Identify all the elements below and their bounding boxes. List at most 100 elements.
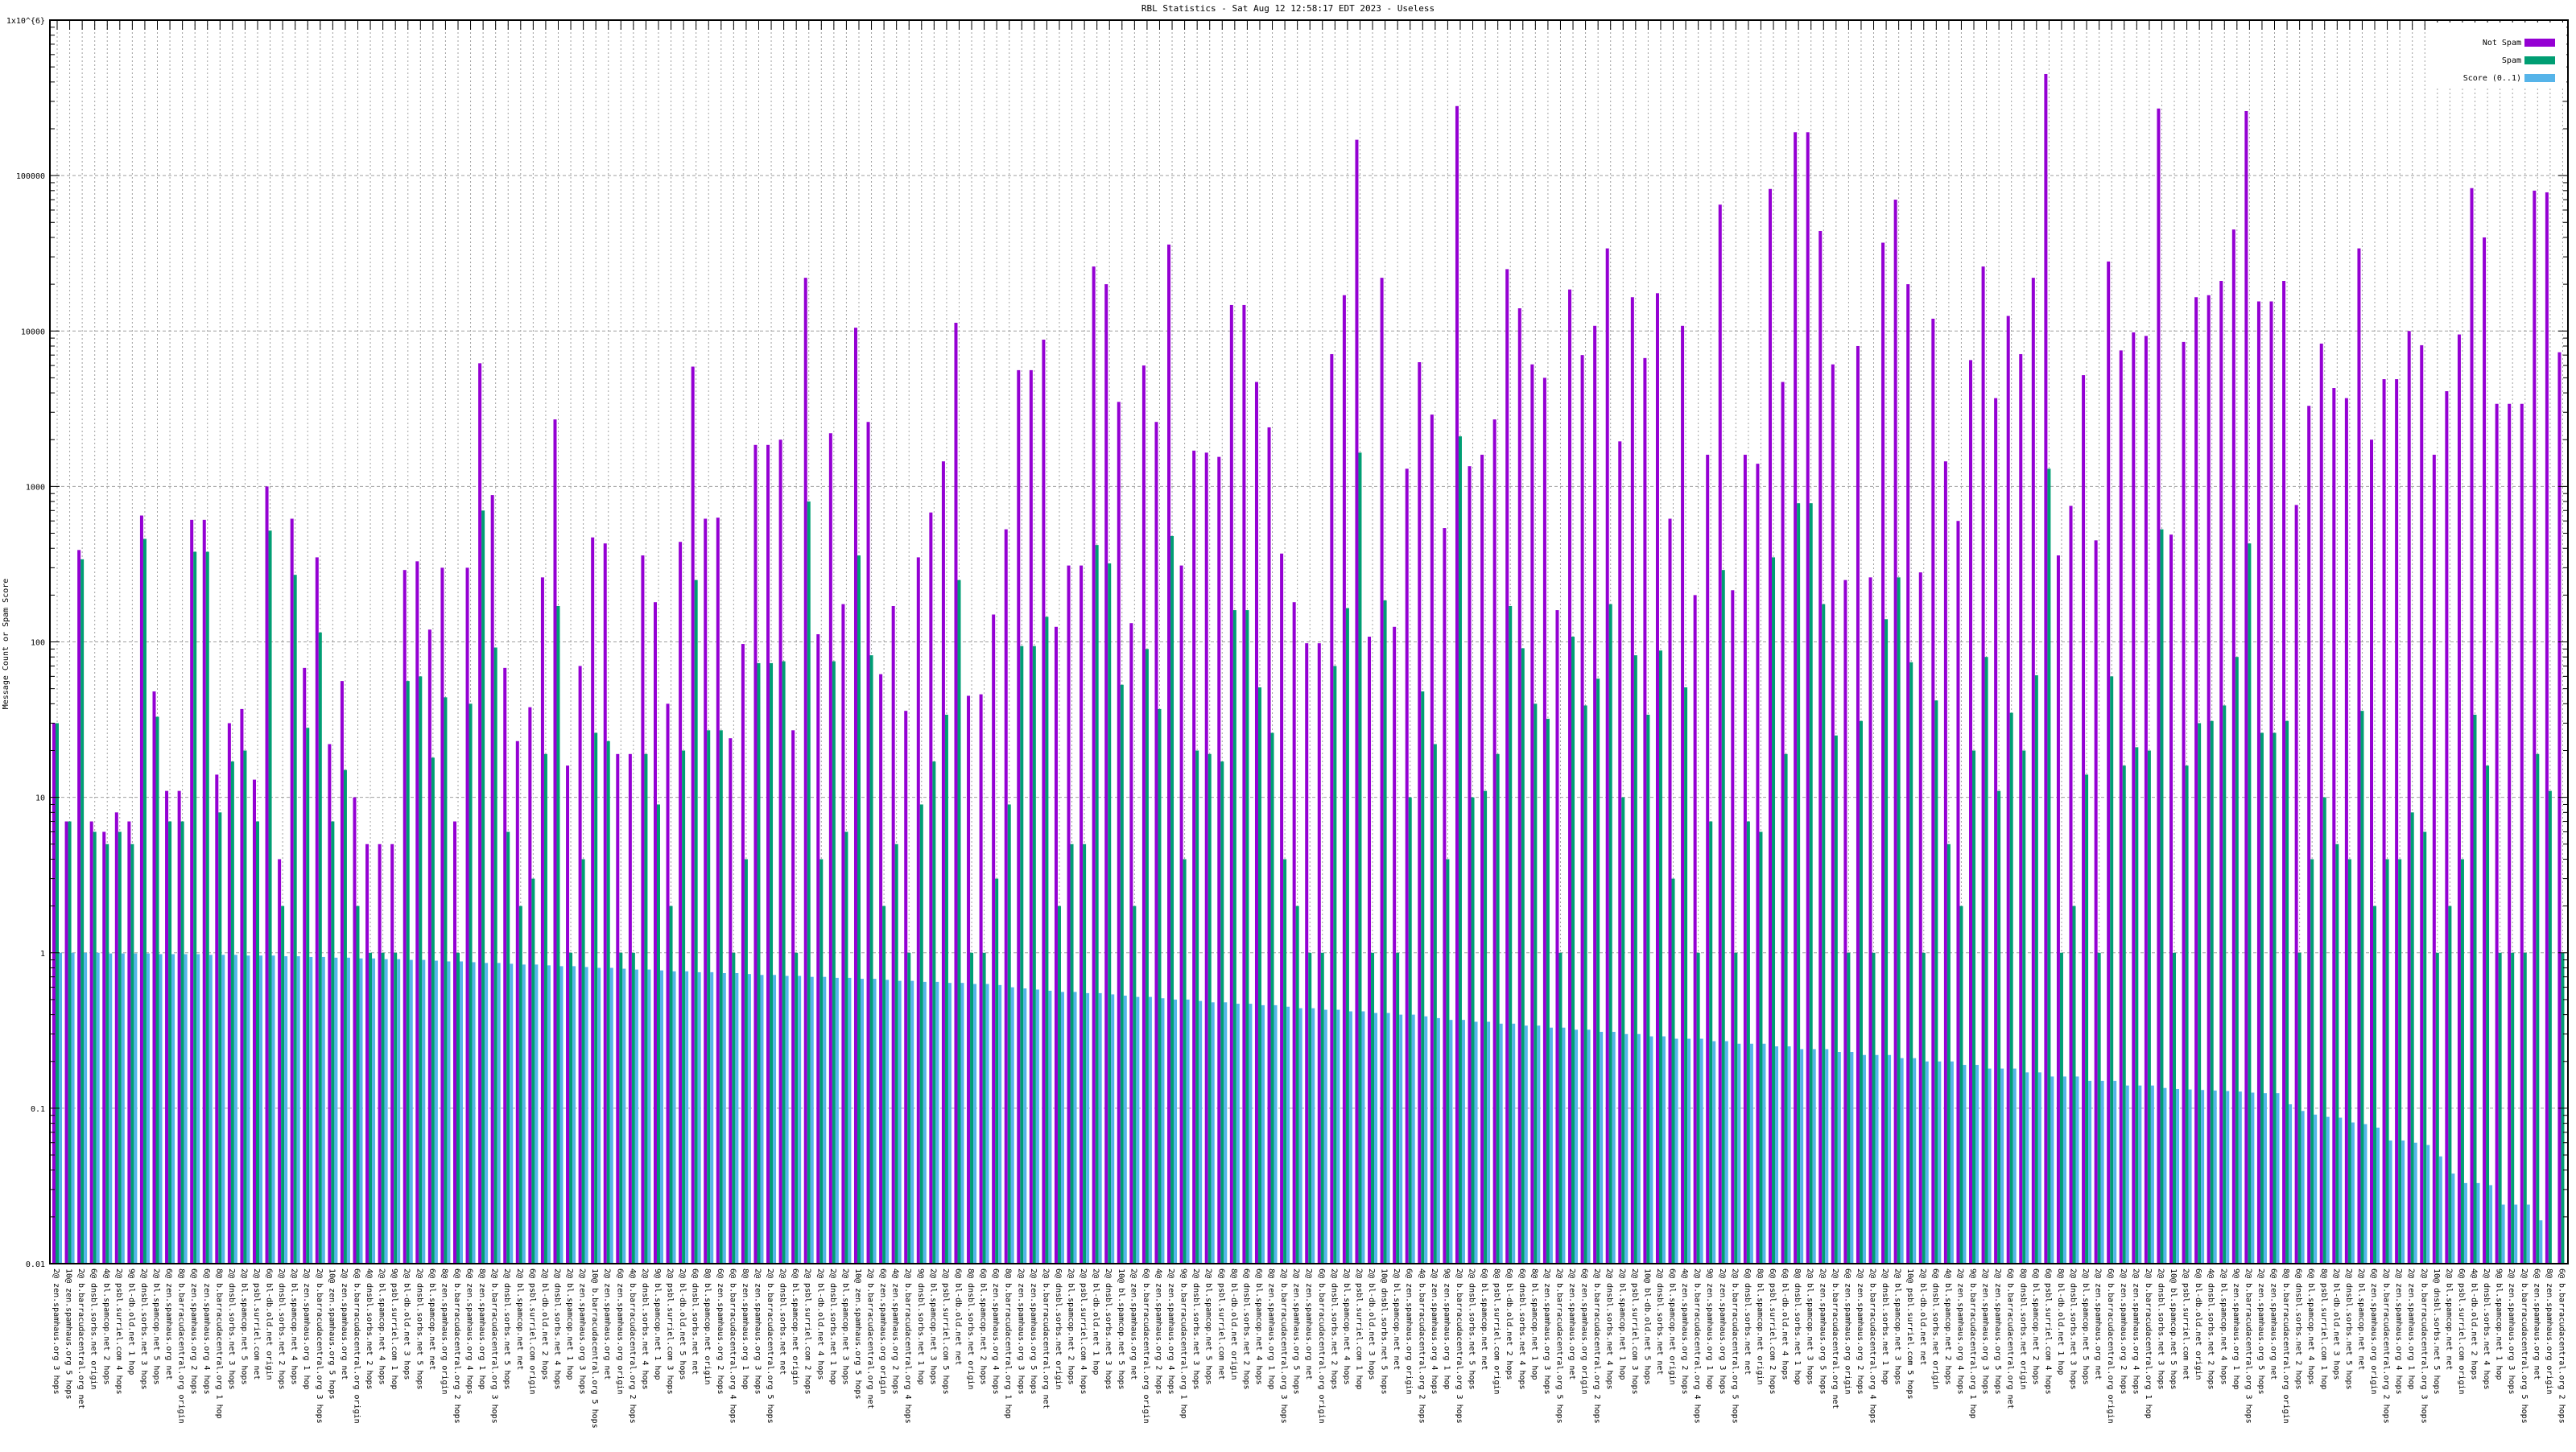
legend-swatch-score [2524, 74, 2555, 82]
bar-score [447, 961, 451, 1264]
x-tick-label: 6@ zen.spamhaus.org 2 hops [716, 1268, 724, 1395]
x-tick-label: 6@ zen.spamhaus.org origin [2369, 1268, 2378, 1395]
bar-spam [431, 757, 435, 1264]
x-tick-label: 9@ zen.spamhaus.org 1 hop [1442, 1268, 1451, 1390]
x-tick-label: 8@ b.barracudacentral.org origin [177, 1268, 186, 1424]
x-tick-label: 6@ bl.spamcop.net origin [791, 1268, 799, 1385]
x-tick-label: 8@ zen.spamhaus.org origin [440, 1268, 448, 1395]
bar-spam [2373, 905, 2377, 1264]
bar-not-spam [2244, 110, 2248, 1264]
bar-score [434, 960, 438, 1264]
bar-spam [832, 661, 836, 1264]
x-tick-label: 2@ zen.spamhaus.org 2 hops [1856, 1268, 1864, 1395]
bar-score [1724, 1041, 1728, 1264]
bar-not-spam [1443, 528, 1447, 1264]
bar-not-spam [452, 821, 456, 1264]
bar-spam [795, 952, 799, 1264]
x-tick-label: 6@ b.barracudacentral.org origin [1141, 1268, 1150, 1424]
bar-spam [2435, 952, 2439, 1264]
x-tick-label: 6@ psbl.surriel.com origin [2457, 1268, 2466, 1395]
x-tick-label: 8@ psbl.surriel.com origin [1492, 1268, 1501, 1395]
bar-spam [381, 952, 385, 1264]
bar-spam [1232, 610, 1236, 1264]
x-tick-label: 2@ dnsbl.sorbs.net 3 hops [227, 1268, 236, 1390]
x-tick-label: 4@ bl-db.old.net 2 hops [2470, 1268, 2479, 1380]
bar-score [747, 974, 751, 1264]
bar-spam [2235, 657, 2239, 1264]
bar-score [1749, 1043, 1753, 1264]
y-tick-label: 10000 [21, 328, 45, 336]
bar-not-spam [190, 519, 194, 1264]
bar-score [2088, 1080, 2092, 1264]
x-tick-label: 2@ zen.spamhaus.org 3 hops [1542, 1268, 1551, 1395]
x-tick-label: 4@ zen.spamhaus.org 2 hops [1680, 1268, 1689, 1395]
x-tick-label: 2@ zen.spamhaus.org 5 hops [2256, 1268, 2265, 1395]
bar-spam [757, 662, 761, 1264]
bar-score [773, 975, 777, 1264]
bar-not-spam [653, 602, 657, 1264]
bar-spam [2410, 812, 2414, 1264]
bar-not-spam [1117, 402, 1121, 1264]
bar-score [2326, 1116, 2330, 1264]
bar-score [547, 965, 551, 1264]
bar-score [1336, 1009, 1340, 1264]
x-tick-label: 2@ bl-db.old.net 3 hops [2331, 1268, 2340, 1380]
bar-not-spam [353, 797, 357, 1264]
bar-spam [456, 952, 460, 1264]
x-tick-label: 2@ bl-db.old.net 3 hops [402, 1268, 411, 1380]
bar-score [1575, 1029, 1579, 1264]
x-tick-label: 8@ b.barracudacentral.org 1 hop [1004, 1268, 1013, 1419]
x-tick-label: 9@ psbl.surriel.com 1 hop [390, 1268, 398, 1390]
bar-not-spam [2357, 248, 2361, 1264]
bar-not-spam [879, 674, 883, 1264]
bar-spam [732, 952, 736, 1264]
x-tick-label: 2@ bl.spamcop.net 5 hops [1204, 1268, 1213, 1385]
bar-score [1399, 1014, 1403, 1264]
x-tick-label: 10@ b.barracudacentral.org 5 hops [590, 1268, 599, 1429]
bar-score [735, 973, 739, 1264]
bar-score [1637, 1033, 1641, 1264]
bar-not-spam [553, 419, 557, 1264]
bar-spam [281, 905, 285, 1264]
bar-not-spam [202, 519, 206, 1264]
bar-not-spam [904, 711, 908, 1264]
bar-score [1424, 1016, 1428, 1264]
bar-score [1323, 1009, 1327, 1264]
x-tick-label: 2@ dnsbl.sorbs.net 2 hops [1329, 1268, 1338, 1390]
bar-spam [1446, 859, 1450, 1264]
x-tick-label: 8@ zen.spamhaus.org 1 hop [741, 1268, 749, 1390]
bar-score [1449, 1020, 1453, 1264]
x-tick-label: 6@ bl.spamcop.net net [427, 1268, 436, 1370]
bar-spam [1696, 952, 1700, 1264]
bar-score [2125, 1085, 2129, 1264]
bar-score [1286, 1006, 1290, 1264]
bar-score [2150, 1085, 2154, 1264]
bar-score [886, 980, 890, 1264]
bar-spam [2536, 753, 2540, 1264]
x-tick-label: 6@ bl-db.old.net origin [2194, 1268, 2202, 1380]
bar-spam [1959, 905, 1963, 1264]
bar-score [2226, 1091, 2230, 1264]
x-tick-label: 6@ zen.spamhaus.org net [164, 1268, 173, 1380]
bar-not-spam [402, 570, 407, 1264]
bar-not-spam [1330, 353, 1334, 1264]
x-tick-label: 2@ dnsbl.sorbs.net 4 hops [1605, 1268, 1614, 1390]
x-tick-label: 10@ dnsbl.sorbs.net 5 hops [2432, 1268, 2441, 1395]
bar-not-spam [891, 605, 895, 1264]
bar-spam [444, 697, 448, 1264]
x-tick-label: 2@ zen.spamhaus.org 4 hops [1955, 1268, 1964, 1395]
bar-score [985, 984, 989, 1264]
bar-spam [1972, 750, 1976, 1264]
x-tick-label: 2@ b.barracudacentral.org 2 hops [1592, 1268, 1601, 1424]
bar-not-spam [2031, 278, 2035, 1264]
x-tick-label: 2@ bl-db.old.net 3 hops [1367, 1268, 1376, 1380]
bar-score [1499, 1023, 1503, 1264]
bar-score [2276, 1093, 2280, 1264]
bar-not-spam [1368, 637, 1372, 1264]
y-tick-label: 100000 [16, 172, 45, 181]
x-tick-label: 2@ dnsbl.sorbs.net 1 hop [828, 1268, 837, 1385]
bar-score [1875, 1054, 1879, 1264]
bar-score [1787, 1046, 1791, 1264]
bar-not-spam [1405, 468, 1409, 1264]
bar-not-spam [929, 512, 933, 1264]
